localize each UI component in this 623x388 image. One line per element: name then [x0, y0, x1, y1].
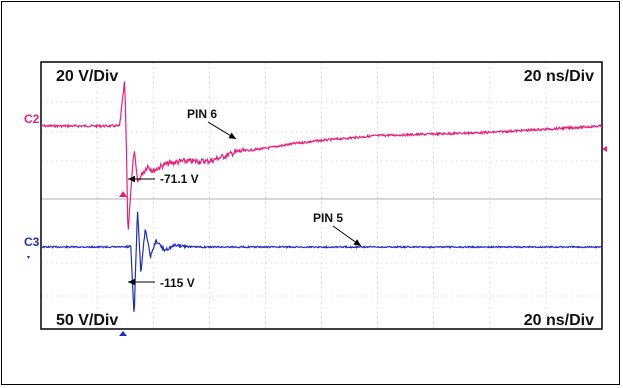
annotation-min-c2: -71.1 V [160, 172, 199, 186]
c3-trigger-marker [119, 331, 127, 336]
annotation-pin6: PIN 6 [187, 107, 217, 121]
top-horizontal-scale-label: 20 ns/Div [524, 68, 594, 85]
top-vertical-scale-label: 20 V/Div [56, 68, 118, 85]
annotation-pin5: PIN 5 [313, 211, 343, 225]
pin6-arrow [207, 121, 237, 140]
pin5-arrow-head [353, 239, 361, 246]
channel-label-c2: C2 [24, 112, 40, 126]
pin5-arrow [332, 225, 362, 247]
plot-border [40, 61, 603, 330]
c2-level-marker [602, 146, 607, 152]
trace-pin-6 [40, 81, 603, 230]
c3-ground-marker [27, 256, 30, 259]
bottom-vertical-scale-label: 50 V/Div [56, 312, 118, 329]
channel-label-c3: C3 [24, 235, 40, 249]
trace-pin-5 [40, 211, 603, 312]
pin6-arrow-head [228, 132, 236, 139]
min-c3-arrow-head [128, 278, 135, 286]
annotation-min-c3: -115 V [160, 276, 195, 290]
min-c3-arrow [128, 278, 155, 286]
scope-grid [41, 62, 602, 329]
bottom-horizontal-scale-label: 20 ns/Div [524, 312, 594, 329]
min-c2-arrow-head [128, 175, 135, 183]
c2-trigger-marker [119, 191, 127, 197]
min-c2-arrow [128, 175, 155, 183]
